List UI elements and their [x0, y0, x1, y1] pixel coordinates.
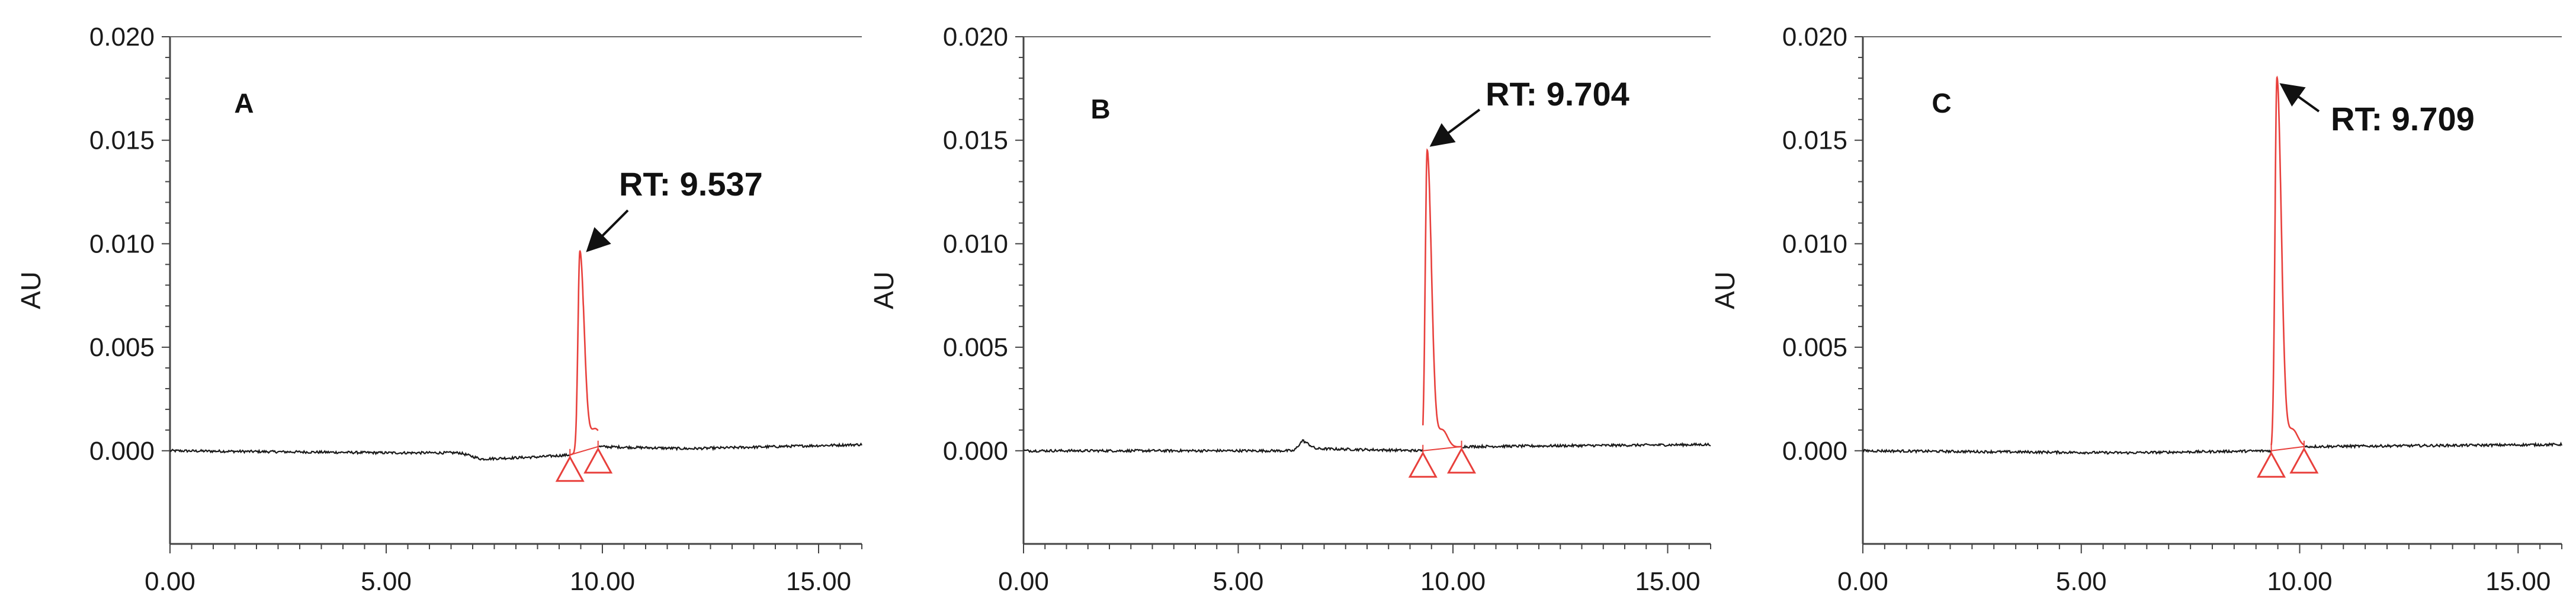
x-tick-label: 5.00 [361, 567, 412, 596]
y-tick-label: 0.000 [943, 437, 1008, 466]
peak-trace [1422, 148, 1462, 448]
peak-end-marker [1446, 447, 1477, 474]
y-tick-label: 0.005 [1782, 333, 1847, 362]
y-tick-label: 0.000 [1782, 437, 1847, 466]
peak-end-marker [583, 447, 613, 474]
chart-panel-a: 0.000 0.005 0.010 0.015 0.020 0.00 5.00 10.00 15… [15, 23, 862, 596]
y-tick-label: 0.015 [1782, 126, 1847, 155]
peak-start-marker [555, 455, 585, 482]
y-tick-label: 0.015 [943, 126, 1008, 155]
retention-time-label: RT: 9.537 [619, 165, 763, 203]
panel-label: C [1932, 88, 1951, 118]
baseline-trace [169, 442, 862, 462]
y-tick-label: 0.010 [943, 229, 1008, 258]
y-axis-title: AU [15, 271, 46, 309]
panel-label: A [234, 88, 254, 118]
annotation-arrow [1429, 108, 1481, 147]
x-tick-label: 10.00 [2267, 567, 2332, 596]
integration-baseline [2271, 446, 2305, 451]
x-tick-label: 5.00 [1213, 567, 1264, 596]
peak-trace [2270, 75, 2305, 446]
retention-time-label: RT: 9.709 [2331, 100, 2475, 137]
peak-trace [569, 249, 599, 456]
baseline-trace [1023, 439, 1711, 454]
peak-start-marker [2257, 451, 2286, 478]
chart-panel-c: 0.000 0.005 0.010 0.015 0.020 0.00 5.00 10.00 15… [1709, 23, 2563, 596]
y-tick-label: 0.020 [943, 23, 1008, 52]
y-tick-label: 0.000 [89, 437, 155, 466]
annotation-arrow [2279, 83, 2320, 113]
retention-time-label: RT: 9.704 [1486, 75, 1629, 113]
integration-baseline [1423, 446, 1462, 451]
x-tick-label: 10.00 [570, 567, 635, 596]
x-tick-label: 0.00 [145, 567, 195, 596]
y-axis-title: AU [1709, 271, 1740, 309]
x-tick-label: 15.00 [2485, 567, 2551, 596]
chart-panel-b: 0.000 0.005 0.010 0.015 0.020 0.00 5.00 10.00 15… [868, 23, 1711, 596]
y-tick-label: 0.005 [89, 333, 155, 362]
annotation-arrow [586, 209, 629, 252]
y-tick-label: 0.020 [89, 23, 155, 52]
y-tick-label: 0.010 [89, 229, 155, 258]
peak-start-marker [1408, 451, 1438, 478]
baseline-trace [1862, 441, 2563, 456]
x-tick-label: 5.00 [2056, 567, 2107, 596]
peak-end-marker [2289, 447, 2319, 474]
y-tick-label: 0.020 [1782, 23, 1847, 52]
integration-baseline [569, 446, 598, 456]
x-tick-label: 10.00 [1420, 567, 1486, 596]
x-tick-label: 0.00 [998, 567, 1049, 596]
y-tick-label: 0.015 [89, 126, 155, 155]
y-tick-label: 0.005 [943, 333, 1008, 362]
x-tick-label: 15.00 [1635, 567, 1700, 596]
x-tick-label: 15.00 [786, 567, 851, 596]
x-tick-label: 0.00 [1837, 567, 1888, 596]
panel-label: B [1090, 94, 1110, 124]
y-tick-label: 0.010 [1782, 229, 1847, 258]
y-axis-title: AU [868, 271, 899, 309]
